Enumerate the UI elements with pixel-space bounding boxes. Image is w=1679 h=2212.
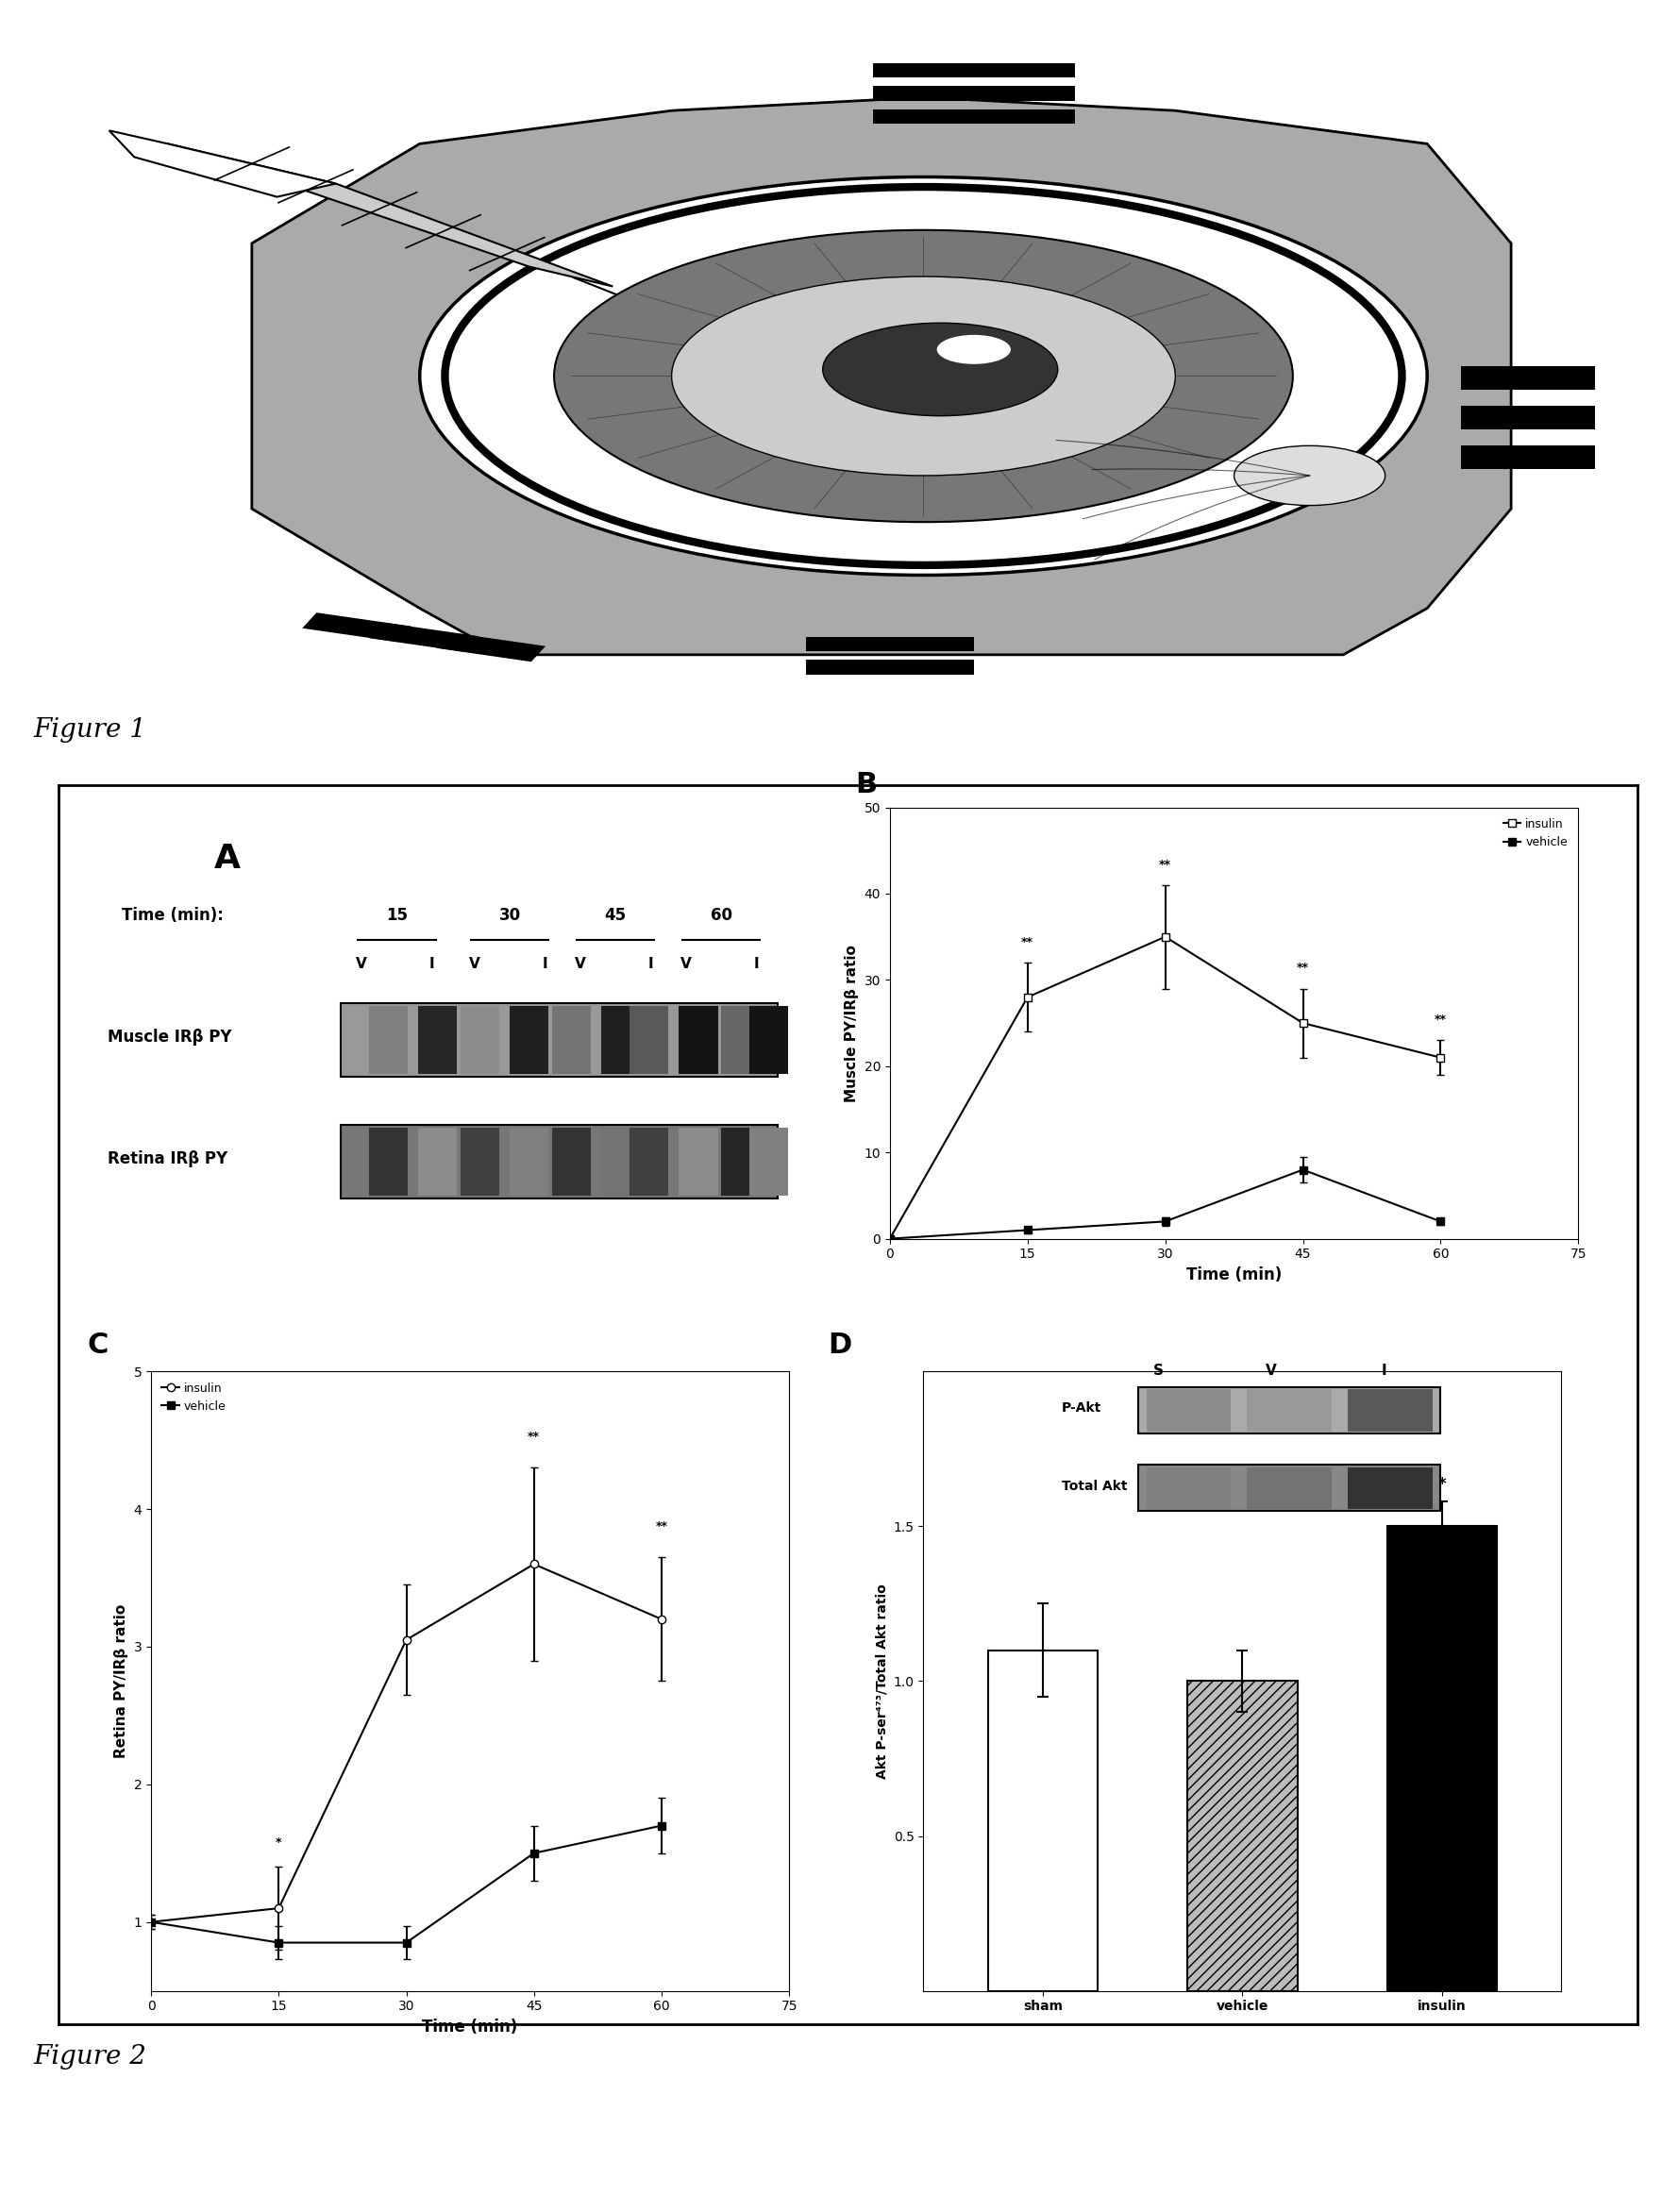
Bar (552, 1006, 591, 1073)
Bar (1348, 1467, 1432, 1509)
Bar (369, 1006, 408, 1073)
Y-axis label: Akt P-ser⁴⁷³/Total Akt ratio: Akt P-ser⁴⁷³/Total Akt ratio (875, 1584, 888, 1778)
Y-axis label: Muscle PY/IRβ ratio: Muscle PY/IRβ ratio (845, 945, 860, 1102)
Text: 15: 15 (386, 907, 408, 925)
Text: Time (min):: Time (min): (123, 907, 223, 925)
Bar (369, 622, 479, 653)
Bar (806, 659, 974, 675)
Text: I: I (542, 958, 547, 971)
Text: **: ** (655, 1520, 668, 1533)
Bar (1138, 1464, 1441, 1511)
Text: V: V (1266, 1365, 1278, 1378)
Bar (552, 1128, 591, 1194)
Text: *: * (1437, 1475, 1446, 1493)
Text: Muscle IRβ PY: Muscle IRβ PY (107, 1029, 232, 1046)
Bar (1247, 1467, 1331, 1509)
Bar (1461, 367, 1595, 389)
Circle shape (672, 276, 1175, 476)
Text: V: V (574, 958, 586, 971)
Bar (989, 1650, 1098, 1991)
Text: D: D (828, 1332, 851, 1358)
Text: 45: 45 (604, 907, 626, 925)
Bar (341, 1126, 777, 1199)
Text: V: V (680, 958, 692, 971)
Text: **: ** (1434, 1013, 1447, 1026)
Y-axis label: Retina PY/IRβ ratio: Retina PY/IRβ ratio (114, 1604, 128, 1759)
Bar (418, 1006, 457, 1073)
Bar (510, 1128, 549, 1194)
Bar (1147, 1467, 1231, 1509)
Bar (1461, 447, 1595, 469)
Bar (1138, 1387, 1441, 1433)
Bar (722, 1128, 761, 1194)
Text: Total Akt: Total Akt (1061, 1480, 1127, 1493)
Bar (678, 1006, 719, 1073)
Bar (601, 1128, 640, 1194)
Bar (1461, 405, 1595, 429)
Bar (418, 1128, 457, 1194)
Bar (1247, 1389, 1331, 1431)
Bar (873, 108, 1075, 124)
Text: 60: 60 (710, 907, 732, 925)
Circle shape (1234, 445, 1385, 507)
Bar (341, 1004, 777, 1077)
Circle shape (937, 334, 1011, 365)
Text: **: ** (1296, 962, 1310, 973)
Text: 30: 30 (499, 907, 520, 925)
Bar (460, 1128, 499, 1194)
Text: Retina IRβ PY: Retina IRβ PY (107, 1150, 228, 1168)
Bar (806, 637, 974, 650)
Text: C: C (87, 1332, 109, 1358)
Bar (369, 1128, 408, 1194)
Circle shape (823, 323, 1058, 416)
Legend: insulin, vehicle: insulin, vehicle (1498, 814, 1572, 854)
Bar (630, 1128, 668, 1194)
Circle shape (554, 230, 1293, 522)
Text: **: ** (1021, 936, 1034, 949)
Bar (437, 633, 546, 661)
Bar (722, 1006, 761, 1073)
Text: I: I (430, 958, 435, 971)
Bar (873, 62, 1075, 77)
Bar (601, 1006, 640, 1073)
Text: **: ** (527, 1431, 541, 1442)
Bar (460, 1006, 499, 1073)
Bar (873, 86, 1075, 100)
Text: P-Akt: P-Akt (1061, 1402, 1101, 1416)
Text: I: I (1382, 1365, 1387, 1378)
Bar (1387, 1526, 1496, 1991)
Text: I: I (754, 958, 759, 971)
X-axis label: Time (min): Time (min) (423, 2017, 517, 2035)
Text: Figure 1: Figure 1 (34, 717, 146, 743)
Text: S: S (1153, 1365, 1164, 1378)
Text: V: V (356, 958, 368, 971)
Polygon shape (252, 97, 1511, 655)
Bar (630, 1006, 668, 1073)
Bar (1348, 1389, 1432, 1431)
Polygon shape (109, 131, 336, 197)
Bar (749, 1128, 789, 1194)
Bar (749, 1006, 789, 1073)
Legend: insulin, vehicle: insulin, vehicle (158, 1378, 232, 1418)
Text: B: B (855, 772, 876, 799)
X-axis label: Time (min): Time (min) (1187, 1265, 1281, 1283)
Bar (1187, 1681, 1298, 1991)
Circle shape (420, 177, 1427, 575)
Text: Figure 2: Figure 2 (34, 2044, 146, 2070)
Polygon shape (168, 144, 613, 285)
Text: I: I (648, 958, 653, 971)
Bar (510, 1006, 549, 1073)
Text: V: V (468, 958, 480, 971)
Bar (302, 613, 411, 641)
Bar (678, 1128, 719, 1194)
Text: **: ** (1159, 858, 1172, 872)
Text: *: * (275, 1836, 282, 1849)
Bar (1147, 1389, 1231, 1431)
Text: A: A (215, 843, 240, 876)
